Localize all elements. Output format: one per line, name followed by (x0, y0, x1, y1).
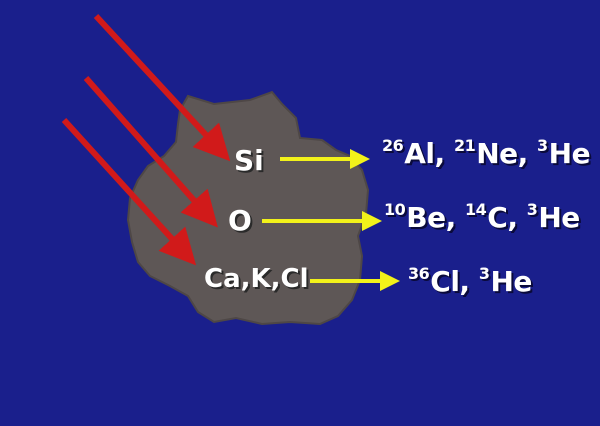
nuclide-symbol: Be (406, 201, 446, 234)
product-list-si: 26Al, 21Ne, 3He (382, 136, 591, 170)
mass-number: 3 (537, 136, 548, 155)
mass-number: 36 (408, 264, 430, 283)
rock-shape (126, 90, 370, 326)
mass-number: 3 (478, 264, 490, 283)
nuclide-symbol: He (490, 265, 532, 298)
target-label-si: Si (234, 144, 264, 177)
incoming-ray-arrow (83, 76, 218, 228)
target-label-o: O (228, 204, 252, 237)
product-list-ca-k-cl: 36Cl, 3He (408, 264, 532, 298)
nuclide-symbol: He (548, 137, 591, 170)
mass-number: 14 (465, 200, 487, 219)
target-label-ca-k-cl: Ca,K,Cl (204, 264, 309, 294)
mass-number: 21 (453, 136, 476, 155)
nuclide-symbol: C (487, 201, 508, 234)
nuclide-symbol: Al (404, 137, 435, 170)
nuclide-symbol: Ne (476, 137, 518, 170)
nuclide-symbol: Cl (430, 265, 460, 298)
mass-number: 26 (382, 136, 404, 155)
nuclide-symbol: He (538, 201, 580, 234)
mass-number: 10 (384, 200, 406, 219)
incoming-ray-arrow (93, 13, 231, 162)
mass-number: 3 (526, 200, 538, 219)
incoming-ray-arrow (61, 117, 197, 266)
product-list-o: 10Be, 14C, 3He (384, 200, 580, 234)
